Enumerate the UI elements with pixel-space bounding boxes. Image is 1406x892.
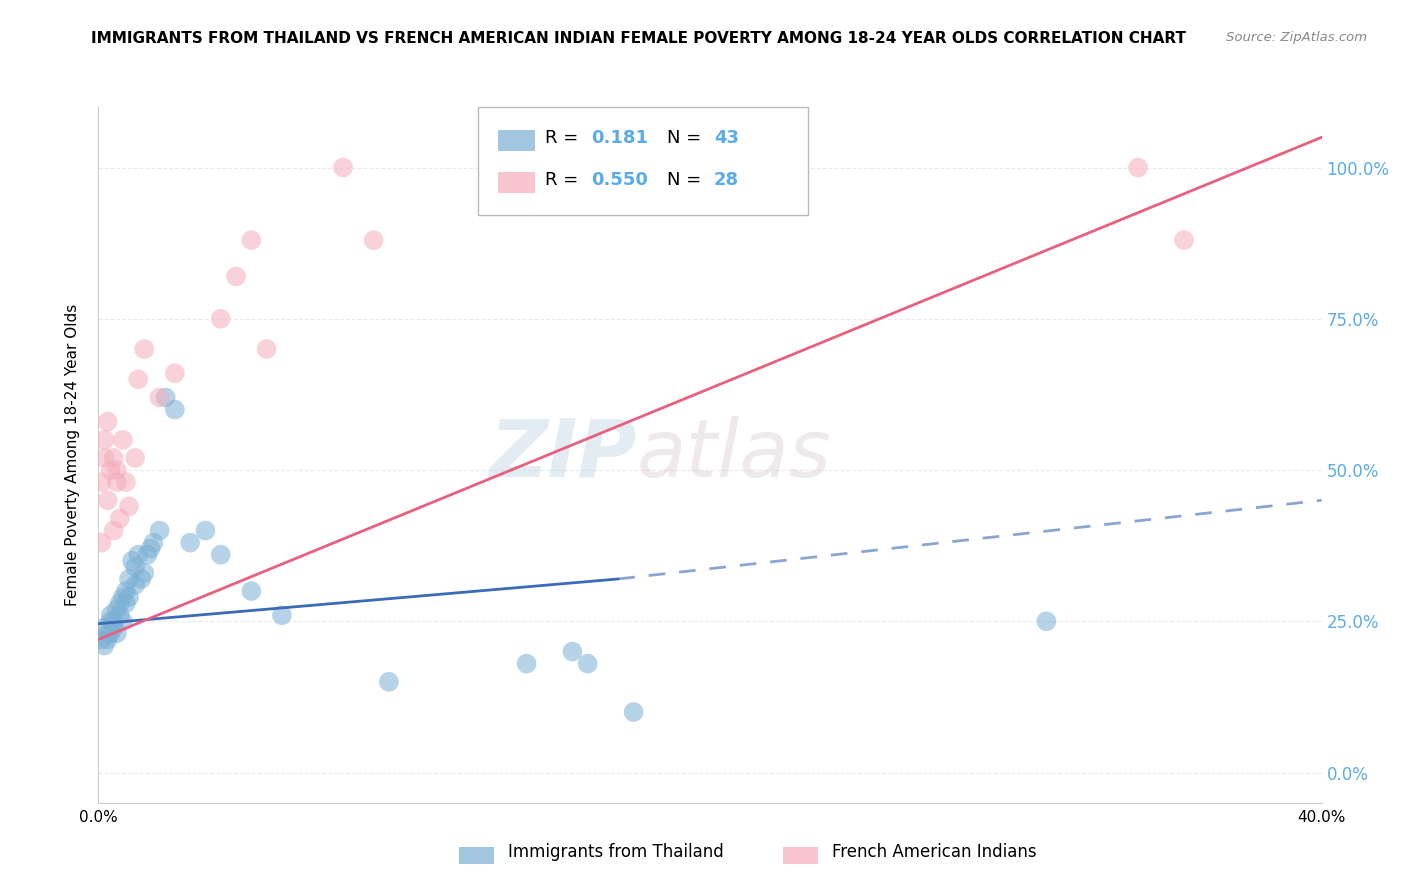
Point (163, 402, 186, 417)
Point (332, 161, 354, 175)
Point (118, 500, 141, 514)
Point (270, 608, 292, 623)
Point (97, 415, 120, 429)
Point (363, 233, 385, 247)
Point (100, 608, 122, 623)
Point (100, 463, 122, 477)
Point (155, 391, 177, 405)
Point (115, 584, 138, 599)
Bar (498, 130, 536, 151)
Point (97, 493, 120, 508)
Point (103, 524, 125, 538)
Point (90, 475, 112, 490)
Point (100, 626, 122, 640)
Text: IMMIGRANTS FROM THAILAND VS FRENCH AMERICAN INDIAN FEMALE POVERTY AMONG 18-24 YE: IMMIGRANTS FROM THAILAND VS FRENCH AMERI… (91, 31, 1187, 46)
Point (100, 615, 122, 629)
Text: R =: R = (546, 129, 583, 147)
Text: R =: R = (546, 171, 583, 189)
Point (93, 620, 115, 634)
Point (103, 450, 125, 465)
Point (194, 524, 217, 538)
Text: French American Indians: French American Indians (832, 843, 1038, 861)
Point (149, 391, 172, 405)
Point (111, 615, 134, 629)
Point (121, 554, 143, 568)
Point (149, 524, 172, 538)
Text: Source: ZipAtlas.com: Source: ZipAtlas.com (1226, 31, 1367, 45)
Point (576, 657, 599, 671)
Point (118, 572, 141, 586)
Point (136, 548, 159, 562)
Text: 28: 28 (714, 171, 738, 189)
Text: ZIP: ZIP (489, 416, 637, 494)
Point (111, 433, 134, 447)
Bar (498, 172, 536, 193)
Point (378, 674, 401, 689)
Point (139, 541, 162, 556)
Point (124, 450, 146, 465)
Point (105, 602, 128, 616)
Point (124, 578, 146, 592)
Point (93, 450, 115, 465)
Text: N =: N = (668, 171, 707, 189)
Point (111, 590, 134, 604)
Point (209, 548, 232, 562)
FancyBboxPatch shape (478, 107, 808, 215)
Point (561, 644, 583, 658)
Text: atlas: atlas (637, 416, 831, 494)
Point (108, 608, 131, 623)
Point (108, 596, 131, 610)
Y-axis label: Female Poverty Among 18-24 Year Olds: Female Poverty Among 18-24 Year Olds (65, 304, 80, 606)
Point (240, 233, 263, 247)
Point (115, 475, 138, 490)
Point (105, 475, 128, 490)
Point (134, 342, 156, 356)
Point (240, 584, 263, 599)
Point (90, 632, 112, 647)
Point (124, 559, 146, 574)
Text: Immigrants from Thailand: Immigrants from Thailand (508, 843, 724, 861)
Point (105, 626, 128, 640)
Point (127, 548, 149, 562)
Point (1035, 615, 1057, 629)
Point (163, 366, 186, 380)
Bar (783, 847, 818, 864)
Point (115, 596, 138, 610)
Point (127, 372, 149, 386)
Text: 0.550: 0.550 (592, 171, 648, 189)
Point (103, 615, 125, 629)
Point (97, 626, 120, 640)
Point (623, 705, 645, 719)
Point (225, 269, 247, 284)
Point (516, 657, 538, 671)
Point (93, 639, 115, 653)
Point (256, 342, 278, 356)
Point (1173, 233, 1195, 247)
Bar (460, 847, 494, 864)
Point (103, 620, 125, 634)
Text: N =: N = (668, 129, 707, 147)
Text: 0.181: 0.181 (592, 129, 648, 147)
Text: 43: 43 (714, 129, 738, 147)
Point (118, 590, 141, 604)
Point (129, 572, 152, 586)
Point (97, 632, 120, 647)
Point (90, 535, 112, 549)
Point (179, 535, 201, 549)
Point (105, 463, 128, 477)
Point (142, 535, 165, 549)
Point (93, 433, 115, 447)
Point (134, 566, 156, 580)
Point (1128, 161, 1150, 175)
Point (209, 311, 232, 326)
Point (108, 511, 131, 525)
